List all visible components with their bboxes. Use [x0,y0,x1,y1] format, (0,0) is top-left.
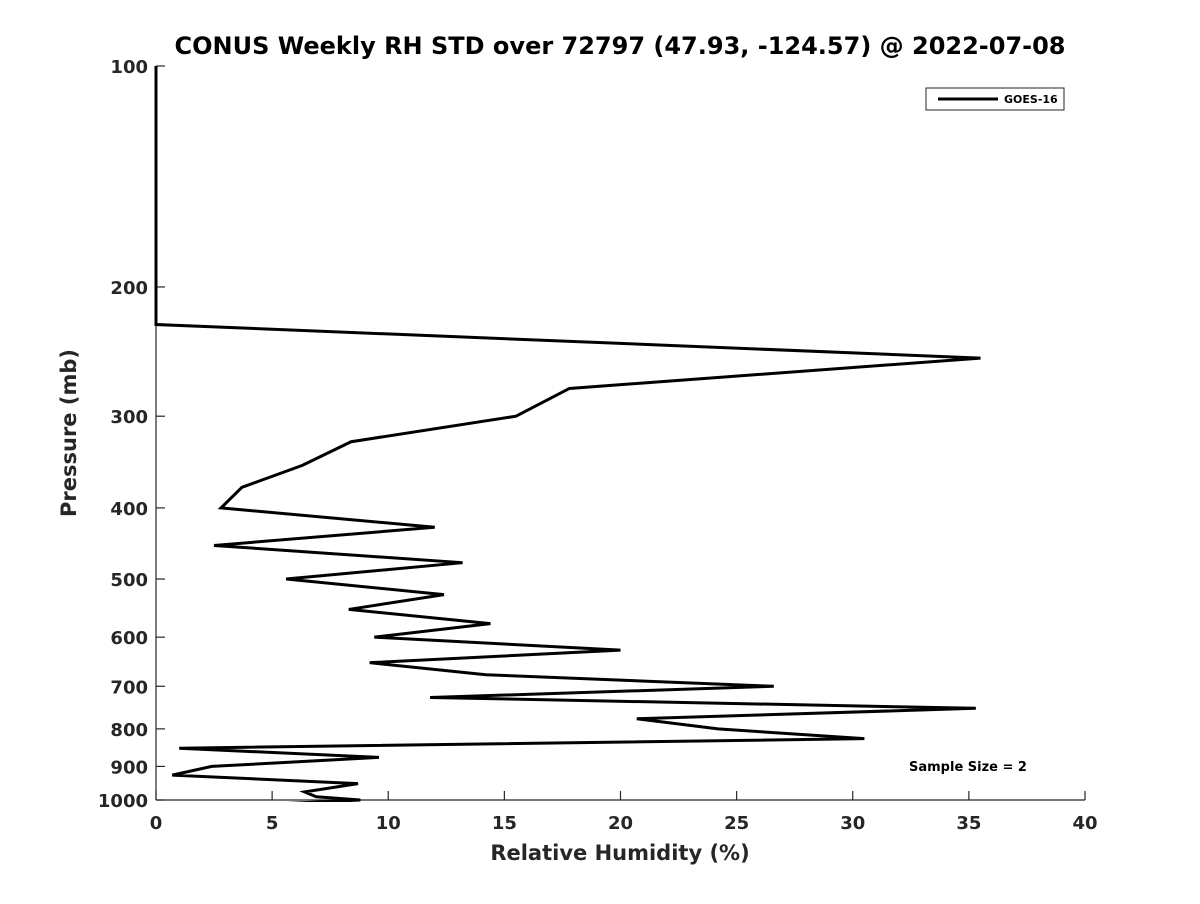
y-tick-label: 700 [110,677,148,698]
y-tick-label: 600 [110,628,148,649]
axes: 0 5 10 15 20 25 30 35 40 100 200 300 400 500 600 700 800… [98,57,1098,834]
sample-size-annotation: Sample Size = 2 [909,760,1027,775]
y-tick-label: 500 [110,570,148,591]
x-tick-label: 30 [840,813,865,834]
y-tick-label: 900 [110,757,148,778]
x-axis-label: Relative Humidity (%) [490,841,749,865]
x-tick-label: 5 [266,813,279,834]
y-tick-label: 400 [110,499,148,520]
y-tick-label: 200 [110,278,148,299]
y-tick-label: 1000 [98,791,148,812]
y-tick-label: 100 [110,57,148,78]
series-layer [154,66,981,802]
x-tick-label: 15 [492,813,517,834]
x-tick-label: 35 [956,813,981,834]
y-axis-label: Pressure (mb) [57,349,81,517]
series-line-goes-16 [154,66,981,802]
x-tick-label: 25 [724,813,749,834]
x-tick-label: 10 [376,813,401,834]
chart-title: CONUS Weekly RH STD over 72797 (47.93, -… [174,32,1065,60]
legend-label-goes-16: GOES-16 [1004,93,1058,106]
y-tick-label: 800 [110,720,148,741]
y-tick-label: 300 [110,407,148,428]
legend: GOES-16 [925,87,1065,111]
x-tick-label: 40 [1072,813,1097,834]
x-tick-label: 20 [608,813,633,834]
x-tick-label: 0 [150,813,163,834]
